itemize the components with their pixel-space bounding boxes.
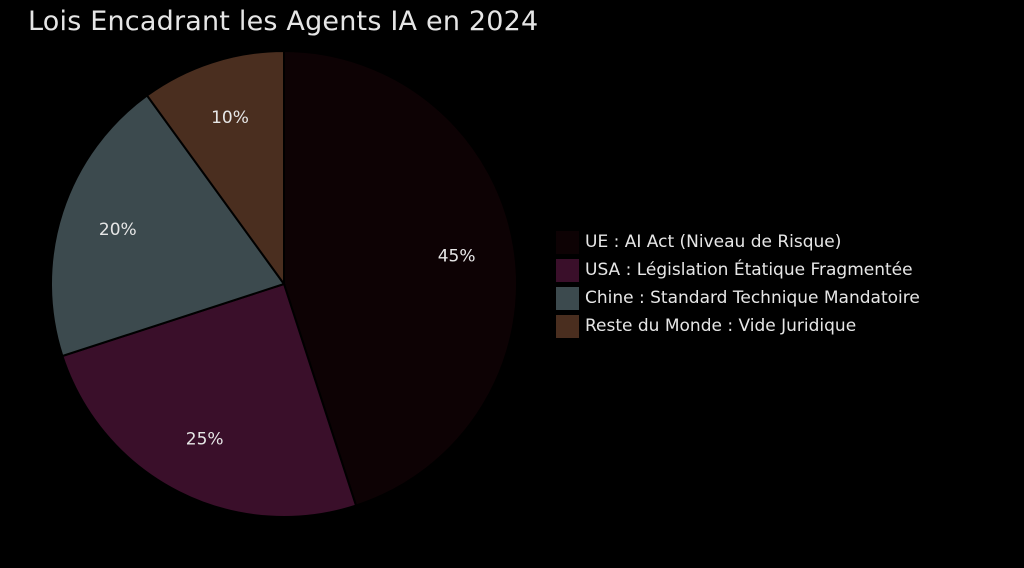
- pie-slice-label-2: 25%: [186, 430, 224, 450]
- legend-label-1: UE : AI Act (Niveau de Risque): [585, 232, 842, 252]
- legend-item-4: Reste du Monde : Vide Juridique: [556, 312, 920, 340]
- pie-slice-3: [50, 94, 286, 358]
- legend-item-1: UE : AI Act (Niveau de Risque): [556, 228, 920, 256]
- legend-item-3: Chine : Standard Technique Mandatoire: [556, 284, 920, 312]
- pie-slice-label-3: 20%: [99, 220, 137, 240]
- chart-title: Lois Encadrant les Agents IA en 2024: [28, 6, 539, 37]
- pie-chart: 45% 25% 20% 10%: [50, 49, 518, 518]
- pie-slice-label-1: 45%: [438, 247, 476, 267]
- legend-swatch-1: [556, 230, 579, 254]
- legend-swatch-4: [556, 314, 579, 338]
- legend-swatch-3: [556, 286, 579, 310]
- legend-label-2: USA : Législation Étatique Fragmentée: [585, 260, 913, 280]
- legend-label-4: Reste du Monde : Vide Juridique: [585, 316, 857, 336]
- pie-slice-2: [61, 282, 358, 518]
- pie-slice-4: [145, 49, 285, 288]
- pie-slice-label-4: 10%: [211, 108, 249, 128]
- chart-legend: UE : AI Act (Niveau de Risque) USA : Légi…: [556, 228, 920, 340]
- pie-slice-1: [283, 49, 518, 507]
- legend-swatch-2: [556, 258, 579, 282]
- legend-item-2: USA : Législation Étatique Fragmentée: [556, 256, 920, 284]
- legend-label-3: Chine : Standard Technique Mandatoire: [585, 288, 920, 308]
